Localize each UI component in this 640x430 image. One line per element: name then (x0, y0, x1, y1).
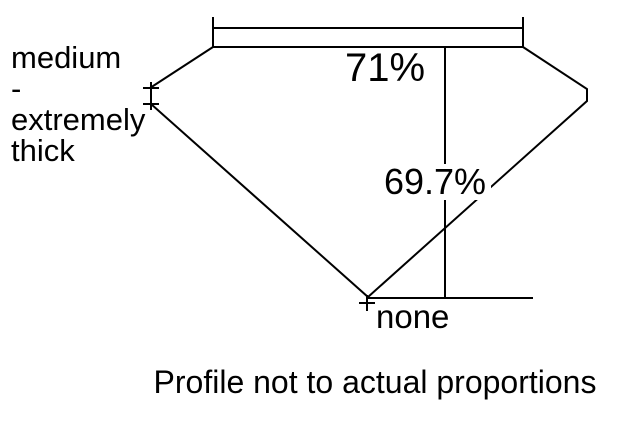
table-percentage-value: 71% (339, 48, 431, 88)
depth-percentage-label: 69.7% (375, 128, 495, 200)
culet-cross-mark (359, 295, 375, 311)
caption: Profile not to actual proportions (153, 364, 597, 400)
girdle-measurement-ticks (143, 82, 159, 110)
depth-percentage-value: 69.7% (378, 164, 492, 200)
diamond-outline (149, 46, 588, 299)
culet-label: none (376, 298, 450, 335)
table-percentage-label: 71% (325, 8, 445, 88)
girdle-thickness-label: medium - extremely thick (11, 40, 146, 168)
table-measurement-bracket (212, 17, 524, 48)
